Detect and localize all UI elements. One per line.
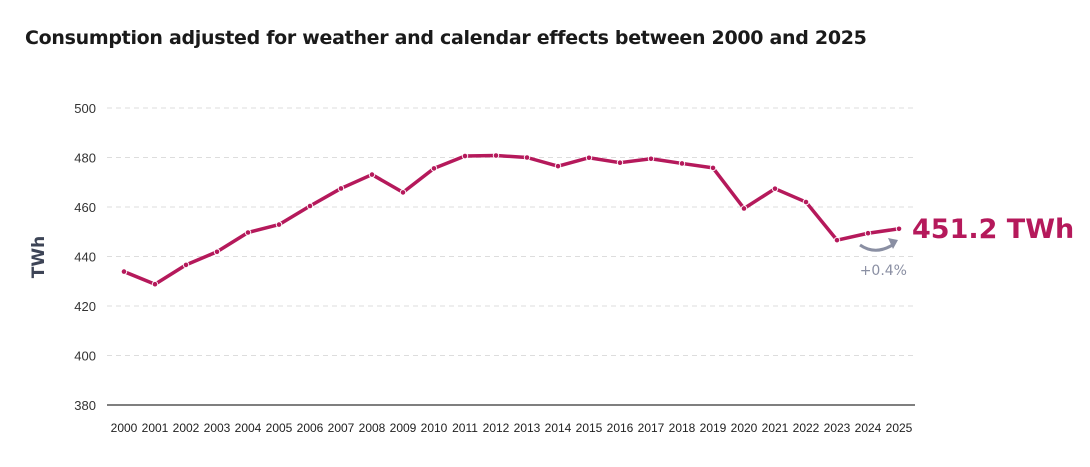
y-tick-label: 380 — [74, 398, 96, 413]
x-tick-label: 2012 — [483, 421, 510, 435]
data-point — [152, 281, 158, 287]
x-tick-label: 2008 — [359, 421, 386, 435]
x-tick-label: 2019 — [700, 421, 727, 435]
data-point — [803, 199, 809, 205]
x-tick-label: 2022 — [793, 421, 820, 435]
x-tick-label: 2025 — [886, 421, 913, 435]
data-point — [214, 249, 220, 255]
data-point — [834, 237, 840, 243]
x-tick-label: 2004 — [235, 421, 262, 435]
chart-title: Consumption adjusted for weather and cal… — [25, 27, 867, 49]
x-tick-label: 2017 — [638, 421, 665, 435]
x-tick-label: 2015 — [576, 421, 603, 435]
x-tick-label: 2024 — [855, 421, 882, 435]
x-tick-label: 2023 — [824, 421, 851, 435]
data-point — [431, 166, 437, 171]
data-point — [183, 262, 189, 268]
data-point — [865, 230, 871, 236]
data-point — [400, 190, 406, 195]
x-tick-label: 2006 — [297, 421, 324, 435]
x-tick-label: 2009 — [390, 421, 417, 435]
x-tick-label: 2007 — [328, 421, 355, 435]
arrow-head-icon — [888, 238, 898, 249]
data-point — [679, 161, 685, 166]
x-tick-label: 2010 — [421, 421, 448, 435]
data-point — [276, 222, 282, 227]
change-label: +0.4% — [860, 263, 907, 279]
data-point — [772, 186, 778, 191]
data-point — [555, 163, 561, 169]
data-point — [710, 165, 716, 171]
y-axis-label: TWh — [29, 236, 49, 278]
x-tick-label: 2018 — [669, 421, 696, 435]
data-point — [121, 269, 127, 274]
data-point — [648, 156, 654, 162]
x-tick-label: 2001 — [142, 421, 169, 435]
data-point — [896, 226, 902, 232]
x-tick-label: 2003 — [204, 421, 231, 435]
data-point — [617, 160, 623, 165]
curved-arrow-up-right-icon — [859, 242, 895, 252]
data-point — [245, 230, 251, 235]
data-point — [338, 186, 344, 191]
data-point — [462, 153, 468, 159]
y-tick-label: 480 — [74, 151, 96, 166]
x-tick-label: 2020 — [731, 421, 758, 435]
y-tick-label: 500 — [74, 101, 96, 116]
y-tick-label: 440 — [74, 250, 96, 265]
data-point — [741, 206, 747, 211]
x-tick-label: 2005 — [266, 421, 293, 435]
data-point — [586, 155, 592, 161]
x-tick-label: 2002 — [173, 421, 200, 435]
x-tick-label: 2016 — [607, 421, 634, 435]
data-point — [369, 172, 375, 177]
y-tick-label: 460 — [74, 200, 96, 215]
y-tick-label: 420 — [74, 299, 96, 314]
x-tick-label: 2014 — [545, 421, 572, 435]
x-tick-label: 2021 — [762, 421, 789, 435]
last-value-label: 451.2 TWh — [912, 214, 1074, 245]
x-tick-label: 2011 — [452, 421, 478, 435]
data-point — [524, 155, 530, 160]
series-line — [123, 153, 900, 286]
x-tick-label: 2013 — [514, 421, 541, 435]
y-tick-label: 400 — [74, 349, 96, 364]
data-point — [307, 203, 313, 209]
data-point — [493, 153, 499, 158]
x-tick-label: 2000 — [111, 421, 138, 435]
